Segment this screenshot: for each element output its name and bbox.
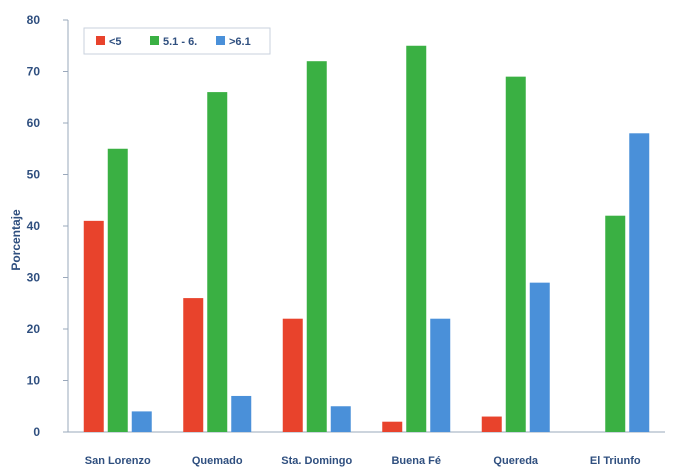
x-category-label: Quemado (192, 455, 243, 467)
bar (330, 406, 351, 432)
bar (282, 318, 303, 432)
bar (406, 45, 427, 432)
y-tick-label: 30 (27, 271, 41, 285)
bar (629, 133, 650, 433)
x-category-label: Buena Fé (391, 455, 441, 467)
bar (131, 411, 152, 432)
legend-swatch (150, 36, 159, 45)
y-tick-label: 10 (27, 374, 41, 388)
bar (183, 298, 204, 432)
y-tick-label: 50 (27, 168, 41, 182)
bar (231, 395, 252, 432)
y-axis-title: Porcentaje (9, 209, 23, 271)
y-tick-label: 80 (27, 13, 41, 27)
bar (107, 148, 128, 432)
bar (505, 76, 526, 433)
x-category-label: San Lorenzo (85, 455, 151, 467)
legend-swatch (216, 36, 225, 45)
x-category-label: Sta. Domingo (281, 455, 352, 467)
legend-swatch (96, 36, 105, 45)
legend-label: <5 (109, 36, 122, 48)
y-tick-label: 70 (27, 65, 41, 79)
bar (605, 215, 626, 432)
legend-box (83, 27, 271, 55)
y-tick-label: 20 (27, 322, 41, 336)
x-category-label: Quereda (493, 455, 539, 467)
bar (306, 61, 327, 432)
y-tick-label: 0 (33, 425, 40, 439)
x-category-label: El Triunfo (590, 455, 641, 467)
y-tick-label: 40 (27, 219, 41, 233)
bar (382, 421, 403, 432)
bar (207, 92, 228, 432)
bar (83, 220, 104, 432)
bar (430, 318, 451, 432)
bar (529, 282, 550, 432)
legend-label: >6.1 (229, 36, 251, 48)
bar (481, 416, 502, 432)
legend-label: 5.1 - 6. (163, 36, 197, 48)
y-tick-label: 60 (27, 116, 41, 130)
